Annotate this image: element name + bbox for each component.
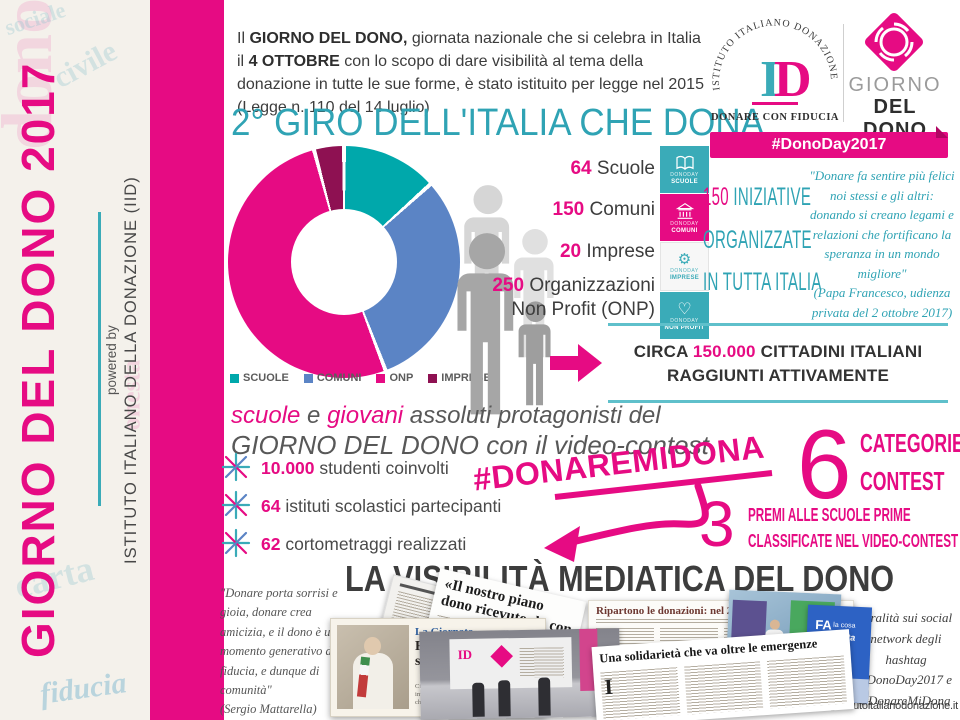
- legend-swatch: [303, 373, 313, 383]
- contest-stat-studenti: 10.000 studenti coinvolti: [261, 458, 449, 478]
- person-silhouette-child: [518, 301, 551, 406]
- contest-stat-istituti: 64 istituti scolastici partecipanti: [261, 496, 502, 516]
- category-badge-column: DONODAY SCUOLE DONODAY COMUNI ⚙ DONODAY …: [660, 146, 709, 340]
- legend-item-scuole: SCUOLE: [230, 372, 289, 384]
- social-virality-note: Viralità sui social network degli hashta…: [859, 610, 953, 709]
- stat-scuole: 64 Scuole: [570, 158, 655, 179]
- prizes-line2: CLASSIFICATE NEL VIDEO-CONTEST: [748, 531, 959, 551]
- donoday-hashtag-banner: #DonoDay2017: [710, 126, 948, 158]
- pope-photo: [337, 625, 409, 709]
- heart-icon: ♡: [677, 298, 692, 318]
- clipping-dropcap: I: [603, 673, 614, 700]
- stat-imprese: 20 Imprese: [559, 241, 655, 262]
- arrow-right-icon-tip: [578, 344, 602, 382]
- categories-number: 6: [797, 409, 852, 519]
- badge-scuole: DONODAY SCUOLE: [660, 146, 709, 193]
- intro-bold-date: 4 OTTOBRE: [248, 52, 340, 70]
- vertical-divider: [98, 212, 101, 506]
- swoosh-arrow: [568, 482, 709, 546]
- arrow-right-icon: [550, 356, 578, 370]
- person-silhouette: [457, 233, 514, 415]
- logo-separator: [843, 24, 844, 122]
- teal-divider-top: [608, 323, 948, 326]
- badge-non-profit: ♡ DONODAY NON PROFIT: [660, 292, 709, 339]
- event-title-vertical: GIORNO DEL DONO 2017: [12, 61, 64, 659]
- intro-paragraph: Il GIORNO DEL DONO, giornata nazionale c…: [237, 30, 704, 116]
- tv-logo-id: ID: [457, 646, 473, 663]
- iid-logo: ISTITUTO ITALIANO DONAZIONE I D DONARE C…: [711, 17, 839, 123]
- bank-icon: [675, 202, 694, 219]
- intro-bold-giorno: GIORNO DEL DONO,: [249, 30, 408, 47]
- hashtag-underline: [554, 470, 773, 500]
- legend-swatch: [230, 373, 239, 383]
- stat-onp: 250 Organizzazioni Non Profit (ONP): [492, 275, 655, 320]
- initiatives-statement: 150 INIZIATIVE ORGANIZZATE IN TUTTA ITAL…: [703, 183, 822, 296]
- book-icon: [675, 155, 694, 170]
- powered-by-label: powered by: [104, 325, 119, 395]
- star-bullet-icon: [221, 490, 251, 520]
- organization-name-vertical: ISTITUTO ITALIANO DELLA DONAZIONE (IID): [122, 176, 140, 564]
- donaremidona-hashtag: #DONAREMIDONA: [471, 429, 773, 562]
- iid-tagline: DONARE CON FIDUCIA: [711, 112, 839, 123]
- pope-quote: "Donare fa sentire più felici noi stessi…: [809, 168, 955, 320]
- left-sidebar: dono civile sociale carta onesta: [0, 0, 150, 720]
- prizes-line1: PREMI ALLE SCUOLE PRIME: [748, 505, 911, 525]
- donut-chart: [228, 146, 460, 378]
- tv-logo-diamond: [490, 645, 514, 668]
- iid-letter-d: D: [774, 51, 812, 108]
- giorno-del-dono-logo-icon: [864, 12, 924, 72]
- badge-imprese: ⚙ DONODAY IMPRESE: [660, 242, 709, 291]
- protagonists-heading: scuole e giovani assoluti protagonisti d…: [231, 402, 709, 461]
- swoosh-arrowhead: [544, 526, 580, 562]
- tv-stage-backdrop: ID: [449, 637, 573, 690]
- contest-stat-cortometraggi: 62 cortometraggi realizzati: [261, 534, 467, 554]
- stat-comuni: 150 Comuni: [552, 199, 655, 220]
- chart-legend: SCUOLE COMUNI ONP IMPRESE: [230, 372, 491, 384]
- categories-line1: CATEGORIE: [860, 428, 960, 458]
- categories-line2: CONTEST: [860, 466, 945, 496]
- legend-item-onp: ONP: [376, 372, 413, 384]
- gears-icon: ⚙: [677, 250, 692, 268]
- star-bullet-icon: [221, 528, 251, 558]
- reach-statement: CIRCA 150.000 CITTADINI ITALIANI RAGGIUN…: [633, 342, 923, 385]
- legend-item-comuni: COMUNI: [303, 372, 361, 384]
- giorno-del-dono-logo-line1: GIORNO: [848, 74, 942, 96]
- section-title-giro: 2° GIRO DELL'ITALIA CHE DONA: [231, 102, 764, 144]
- badge-comuni: DONODAY COMUNI: [660, 194, 709, 241]
- iid-letter-i: I: [760, 51, 780, 108]
- legend-swatch: [376, 373, 386, 383]
- teal-divider-bottom: [608, 400, 948, 403]
- tv-screenshot-stage: ID: [419, 628, 621, 720]
- legend-swatch: [428, 373, 438, 383]
- pink-accent-bar: [150, 0, 224, 720]
- mattarella-quote: "Donare porta sorrisi e gioia, donare cr…: [220, 586, 338, 717]
- star-bullet-icon: [221, 452, 251, 482]
